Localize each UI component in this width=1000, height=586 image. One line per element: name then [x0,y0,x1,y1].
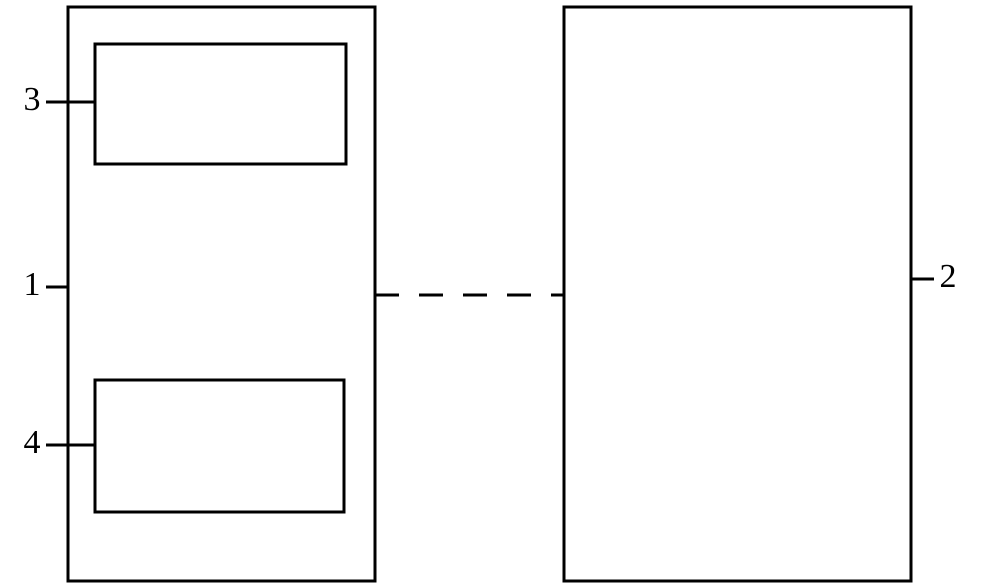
label-4: 4 [24,424,41,461]
top-inner-box [95,44,346,164]
bottom-inner-box [95,380,344,512]
right-outer-box [564,7,911,581]
label-3: 3 [24,81,41,118]
label-2: 2 [940,258,957,295]
label-1: 1 [24,266,41,303]
left-outer-box [68,7,375,581]
